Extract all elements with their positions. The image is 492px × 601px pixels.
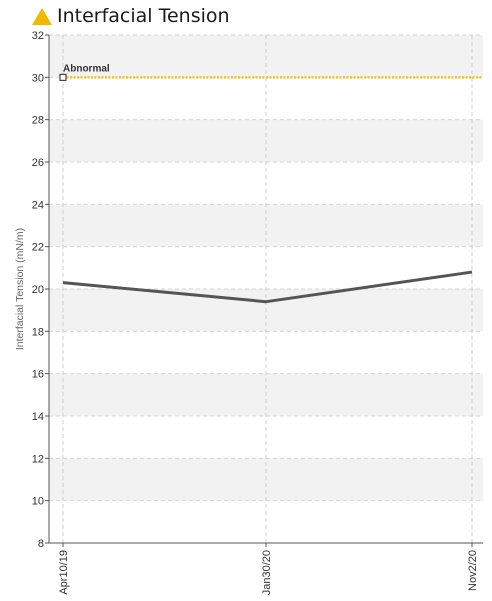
y-tick-label: 8 (38, 538, 44, 550)
threshold-label: Abnormal (63, 63, 110, 74)
threshold-group: Abnormal (59, 63, 482, 81)
x-tick-label: Jan30/20 (261, 550, 273, 595)
x-tick-label: Nov2/20 (467, 550, 479, 591)
y-tick-label: 32 (32, 30, 44, 42)
chart-title-row: Interfacial Tension (31, 3, 230, 29)
x-tick-labels: Apr10/19 Jan30/20 Nov2/20 (58, 543, 479, 595)
threshold-marker (59, 73, 67, 81)
y-tick-label: 18 (32, 326, 44, 338)
y-tick-label: 24 (32, 199, 44, 211)
y-tick-label: 16 (32, 369, 44, 381)
gridlines (49, 34, 483, 543)
chart-title: Interfacial Tension (57, 5, 230, 27)
y-tick-label: 10 (32, 496, 44, 508)
y-tick-label: 12 (32, 453, 44, 465)
y-tick-label: 26 (32, 157, 44, 169)
series-group (62, 270, 473, 304)
y-tick-label: 30 (32, 72, 44, 84)
series-line (62, 270, 473, 304)
y-axis-label: Interfacial Tension (mN/m) (14, 228, 26, 350)
x-tick-label: Apr10/19 (58, 550, 70, 595)
y-tick-label: 14 (32, 411, 44, 423)
y-tick-label: 22 (32, 242, 44, 254)
y-tick-label: 28 (32, 115, 44, 127)
warning-triangle-icon (32, 8, 52, 25)
y-tick-labels: 8 10 12 14 16 18 20 22 24 26 28 30 32 (32, 30, 49, 550)
y-tick-label: 20 (32, 284, 44, 296)
